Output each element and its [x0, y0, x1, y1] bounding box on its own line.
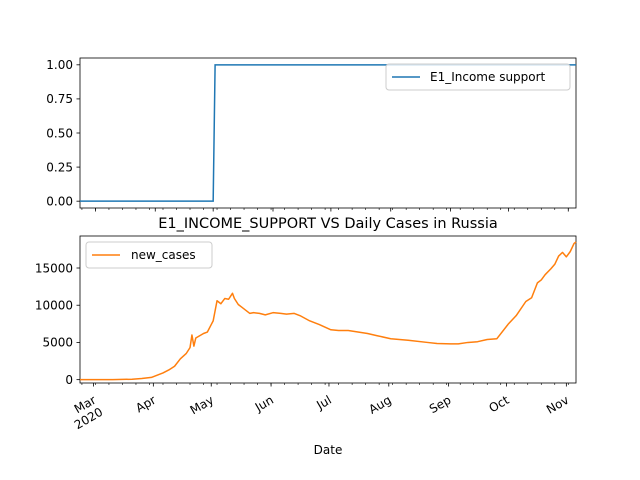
top-legend: E1_Income support	[385, 63, 571, 91]
bottom-legend-label: new_cases	[131, 248, 196, 262]
new-cases-line	[80, 241, 577, 381]
top-y-tick-label: 0.75	[46, 92, 73, 106]
bottom-y-tick-label: 5000	[42, 336, 73, 350]
top-legend-label: E1_Income support	[430, 70, 546, 84]
top-y-tick-label: 0.50	[46, 126, 73, 140]
top-x-ticks	[81, 208, 569, 212]
bottom-legend: new_cases	[85, 241, 213, 269]
top-y-tick-label: 0.25	[46, 160, 73, 174]
bottom-y-tick-label: 0	[65, 373, 73, 387]
bottom-y-tick-label: 10000	[35, 299, 73, 313]
x-axis-label: Date	[314, 443, 343, 457]
chart-title: E1_INCOME_SUPPORT VS Daily Cases in Russ…	[158, 216, 498, 232]
top-y-tick-label: 0.00	[46, 194, 73, 208]
top-subplot: 0.00 0.25 0.50 0.75 1.00 E1_Income support	[46, 57, 577, 212]
bottom-legend-box	[85, 241, 213, 269]
top-y-ticks: 0.00 0.25 0.50 0.75 1.00	[46, 58, 80, 208]
top-y-tick-label: 1.00	[46, 58, 73, 72]
bottom-x-tick-label: Jul	[313, 393, 333, 413]
top-legend-box	[385, 63, 571, 91]
bottom-y-ticks: 0 5000 10000 15000	[35, 261, 80, 387]
bottom-y-tick-label: 15000	[35, 261, 73, 275]
bottom-axes-frame	[79, 235, 577, 384]
